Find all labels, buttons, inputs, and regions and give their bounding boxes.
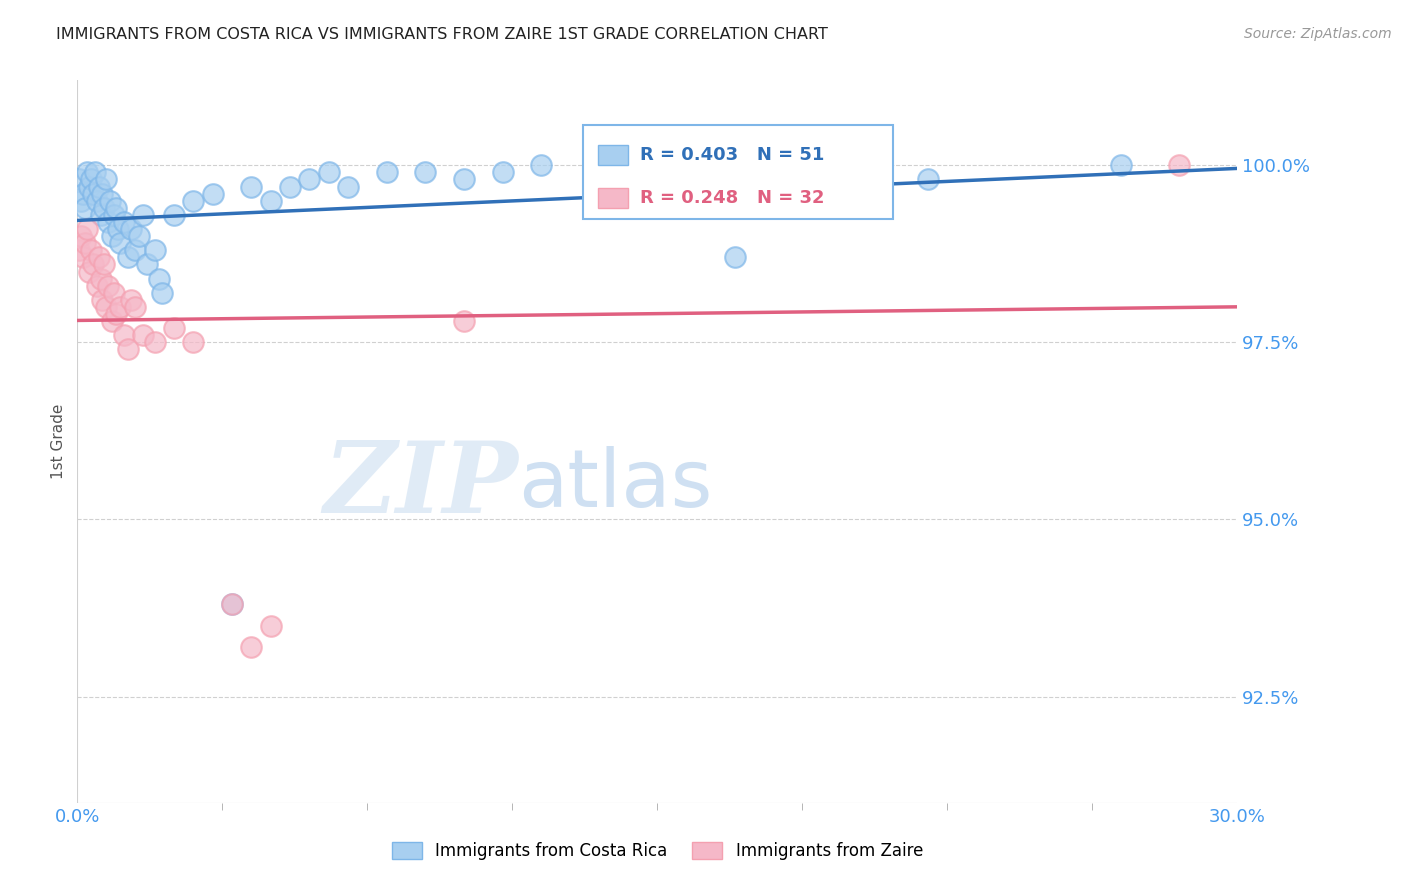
Point — [117, 343, 139, 357]
Point — [259, 194, 281, 208]
Point — [183, 335, 205, 350]
Point — [80, 244, 103, 258]
Point — [917, 172, 939, 186]
Point — [72, 251, 94, 265]
Point — [1111, 158, 1133, 172]
Point — [76, 165, 98, 179]
Point — [76, 222, 98, 236]
Point — [101, 314, 124, 328]
Point — [96, 172, 118, 186]
Point — [240, 179, 263, 194]
Point — [82, 186, 104, 201]
Point — [112, 328, 135, 343]
Point — [413, 165, 436, 179]
Point — [101, 229, 124, 244]
Point — [80, 172, 103, 186]
Point — [152, 285, 174, 300]
Point — [75, 201, 96, 215]
Point — [98, 194, 121, 208]
Point — [336, 179, 359, 194]
Point — [83, 165, 105, 179]
Point — [75, 236, 96, 251]
Point — [163, 208, 186, 222]
Point — [96, 300, 118, 314]
Text: atlas: atlas — [517, 446, 713, 524]
Point — [112, 215, 135, 229]
Point — [108, 236, 131, 251]
Legend: Immigrants from Costa Rica, Immigrants from Zaire: Immigrants from Costa Rica, Immigrants f… — [385, 835, 929, 867]
Text: ZIP: ZIP — [323, 437, 517, 533]
Point — [77, 179, 100, 194]
Point — [148, 271, 170, 285]
Text: Source: ZipAtlas.com: Source: ZipAtlas.com — [1244, 27, 1392, 41]
Point — [82, 257, 104, 271]
Point — [67, 172, 90, 186]
Point — [120, 293, 143, 307]
Point — [278, 179, 301, 194]
Point — [132, 208, 155, 222]
Point — [103, 208, 125, 222]
Point — [103, 285, 125, 300]
Point — [530, 158, 553, 172]
Point — [221, 598, 243, 612]
Point — [723, 251, 745, 265]
Point — [135, 257, 157, 271]
Point — [201, 186, 224, 201]
Point — [77, 264, 100, 278]
Point — [1168, 158, 1191, 172]
Point — [93, 257, 115, 271]
Point — [93, 201, 115, 215]
Point — [318, 165, 340, 179]
Point — [128, 229, 150, 244]
Point — [163, 321, 186, 335]
Point — [453, 172, 475, 186]
Text: R = 0.248   N = 32: R = 0.248 N = 32 — [640, 189, 824, 207]
Point — [90, 271, 111, 285]
Point — [124, 244, 146, 258]
Point — [375, 165, 398, 179]
Point — [70, 229, 93, 244]
Point — [117, 251, 139, 265]
Point — [124, 300, 146, 314]
Point — [87, 251, 110, 265]
Point — [91, 186, 114, 201]
Point — [221, 598, 243, 612]
Point — [183, 194, 205, 208]
Point — [107, 222, 129, 236]
Point — [298, 172, 321, 186]
Point — [87, 179, 110, 194]
Point — [453, 314, 475, 328]
Text: R = 0.403   N = 51: R = 0.403 N = 51 — [640, 146, 824, 164]
Point — [647, 165, 669, 179]
Point — [143, 335, 166, 350]
Point — [97, 215, 120, 229]
Point — [90, 208, 111, 222]
Point — [67, 244, 90, 258]
Y-axis label: 1st Grade: 1st Grade — [51, 404, 66, 479]
Point — [105, 307, 127, 321]
Point — [105, 201, 127, 215]
Point — [108, 300, 131, 314]
Point — [91, 293, 114, 307]
Point — [72, 186, 94, 201]
Point — [492, 165, 515, 179]
Point — [143, 244, 166, 258]
Point — [97, 278, 120, 293]
Point — [86, 194, 108, 208]
Point — [240, 640, 263, 654]
Point — [120, 222, 143, 236]
Point — [70, 194, 93, 208]
Point — [132, 328, 155, 343]
Point — [86, 278, 108, 293]
Text: IMMIGRANTS FROM COSTA RICA VS IMMIGRANTS FROM ZAIRE 1ST GRADE CORRELATION CHART: IMMIGRANTS FROM COSTA RICA VS IMMIGRANTS… — [56, 27, 828, 42]
Point — [259, 618, 281, 632]
